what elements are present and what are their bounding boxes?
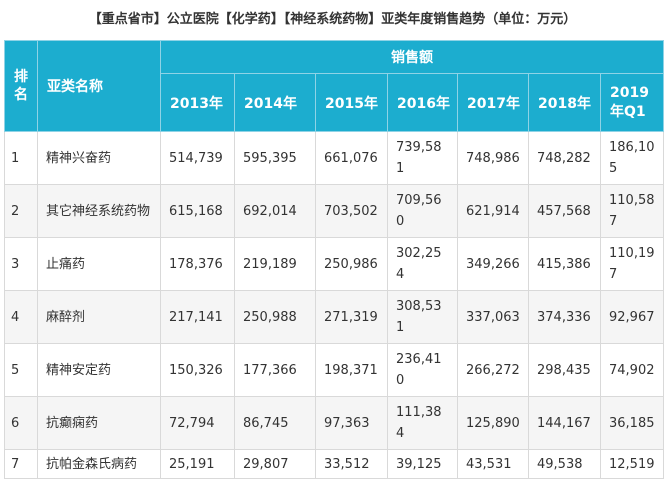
sales-value-cell: 415,386 — [528, 237, 601, 291]
rank-cell: 2 — [4, 184, 38, 238]
sales-value-cell: 86,745 — [234, 396, 316, 450]
header-year: 2014年 — [234, 73, 316, 132]
sales-value-cell: 692,014 — [234, 184, 316, 238]
sales-value-cell: 298,435 — [528, 343, 601, 397]
sales-value-cell: 514,739 — [160, 131, 235, 185]
table-title: 【重点省市】公立医院【化学药】【神经系统药物】亚类年度销售趋势（单位：万元） — [88, 12, 577, 27]
header-year: 2013年 — [160, 73, 235, 132]
sales-value-cell: 110,197 — [599, 237, 665, 291]
sales-value-cell: 457,568 — [528, 184, 601, 238]
header-year: 2016年 — [387, 73, 458, 132]
sales-value-cell: 177,366 — [234, 343, 316, 397]
rank-cell: 1 — [4, 131, 38, 185]
rank-cell: 6 — [4, 396, 38, 450]
header-sales: 销售额 — [159, 40, 665, 74]
header-year: 2017年 — [457, 73, 529, 132]
header-year: 2018年 — [528, 73, 601, 132]
sales-value-cell: 25,191 — [160, 449, 235, 479]
sales-value-cell: 709,560 — [387, 184, 458, 238]
subclass-name-cell: 麻醉剂 — [37, 290, 161, 344]
header-name: 亚类名称 — [37, 40, 161, 132]
sales-value-cell: 150,326 — [160, 343, 235, 397]
sales-table: 排名 亚类名称 销售额 2013年 2014年 2015年 2016年 2017… — [4, 40, 665, 479]
rank-cell: 3 — [4, 237, 38, 291]
sales-value-cell: 308,531 — [387, 290, 458, 344]
sales-value-cell: 621,914 — [457, 184, 529, 238]
subclass-name-cell: 抗癫痫药 — [37, 396, 161, 450]
sales-value-cell: 615,168 — [160, 184, 235, 238]
sales-value-cell: 43,531 — [457, 449, 529, 479]
sales-value-cell: 92,967 — [599, 290, 665, 344]
sales-value-cell: 36,185 — [599, 396, 665, 450]
table-row: 5 精神安定药 150,326 177,366 198,371 236,410 266,27… — [4, 343, 665, 397]
header-rank: 排名 — [4, 40, 38, 132]
sales-value-cell: 266,272 — [457, 343, 529, 397]
sales-value-cell: 337,063 — [457, 290, 529, 344]
sales-value-cell: 748,986 — [457, 131, 529, 185]
sales-value-cell: 49,538 — [528, 449, 601, 479]
sales-value-cell: 236,410 — [387, 343, 458, 397]
sales-value-cell: 219,189 — [234, 237, 316, 291]
subclass-name-cell: 精神安定药 — [37, 343, 161, 397]
sales-value-cell: 144,167 — [528, 396, 601, 450]
sales-value-cell: 302,254 — [387, 237, 458, 291]
sales-value-cell: 217,141 — [160, 290, 235, 344]
sales-value-cell: 748,282 — [528, 131, 601, 185]
header-year: 2019年Q1 — [599, 73, 665, 132]
subclass-name-cell: 止痛药 — [37, 237, 161, 291]
header-year: 2015年 — [315, 73, 388, 132]
sales-value-cell: 39,125 — [387, 449, 458, 479]
sales-value-cell: 250,986 — [315, 237, 388, 291]
header-rank-label: 排名 — [14, 69, 28, 103]
subclass-name-cell: 其它神经系统药物 — [37, 184, 161, 238]
sales-value-cell: 703,502 — [315, 184, 388, 238]
sales-value-cell: 661,076 — [315, 131, 388, 185]
rank-cell: 7 — [4, 449, 38, 479]
sales-value-cell: 250,988 — [234, 290, 316, 344]
sales-value-cell: 74,902 — [599, 343, 665, 397]
sales-value-cell: 349,266 — [457, 237, 529, 291]
table-row: 3 止痛药 178,376 219,189 250,986 302,254 349,266 4… — [4, 237, 665, 291]
sales-value-cell: 12,519 — [599, 449, 665, 479]
table-row: 4 麻醉剂 217,141 250,988 271,319 308,531 337,063 3… — [4, 290, 665, 344]
table-row: 1 精神兴奋药 514,739 595,395 661,076 739,581 748,98… — [4, 131, 665, 185]
sales-value-cell: 198,371 — [315, 343, 388, 397]
rank-cell: 4 — [4, 290, 38, 344]
sales-value-cell: 271,319 — [315, 290, 388, 344]
sales-value-cell: 33,512 — [315, 449, 388, 479]
table-row: 6 抗癫痫药 72,794 86,745 97,363 111,384 125,890 144… — [4, 396, 665, 450]
sales-value-cell: 374,336 — [528, 290, 601, 344]
sales-value-cell: 125,890 — [457, 396, 529, 450]
sales-value-cell: 186,105 — [599, 131, 665, 185]
sales-value-cell: 111,384 — [387, 396, 458, 450]
sales-value-cell: 110,587 — [599, 184, 665, 238]
table-row: 7 抗帕金森氏病药 25,191 29,807 33,512 39,125 43,531 49… — [4, 449, 665, 479]
sales-value-cell: 29,807 — [234, 449, 316, 479]
table-row: 2 其它神经系统药物 615,168 692,014 703,502 709,560 621… — [4, 184, 665, 238]
subclass-name-cell: 精神兴奋药 — [37, 131, 161, 185]
subclass-name-cell: 抗帕金森氏病药 — [37, 449, 161, 479]
sales-value-cell: 178,376 — [160, 237, 235, 291]
sales-value-cell: 97,363 — [315, 396, 388, 450]
sales-value-cell: 72,794 — [160, 396, 235, 450]
sales-value-cell: 595,395 — [234, 131, 316, 185]
sales-value-cell: 739,581 — [387, 131, 458, 185]
rank-cell: 5 — [4, 343, 38, 397]
